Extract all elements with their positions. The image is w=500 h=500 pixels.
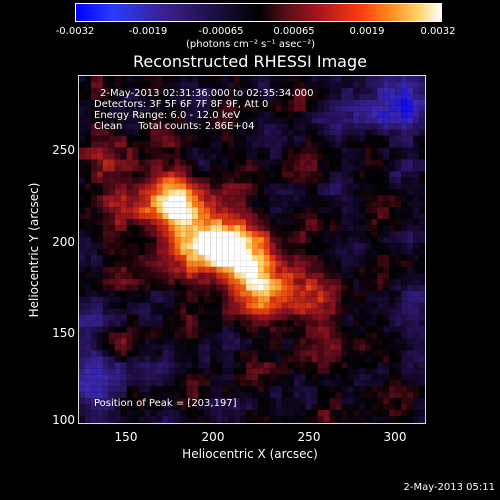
heatmap-panel: [78, 75, 426, 424]
plot-title: Reconstructed RHESSI Image: [133, 52, 367, 71]
clean-info: Clean Total counts: 2.86E+04: [94, 121, 255, 132]
y-tick: 200: [52, 235, 75, 249]
detectors-info: Detectors: 3F 5F 6F 7F 8F 9F, Att 0: [94, 99, 269, 110]
y-tick: 100: [52, 413, 75, 427]
y-tick: 250: [52, 143, 75, 157]
x-tick: 300: [383, 430, 407, 444]
colorbar-tick: -0.0032: [55, 26, 95, 37]
colorbar-tick: 0.0032: [420, 26, 456, 37]
colorbar: [75, 3, 442, 22]
y-axis-label: Heliocentric Y (arcsec): [27, 182, 41, 318]
time-range: 2-May-2013 02:31:36.000 to 02:35:34.000: [100, 88, 314, 99]
colorbar-tick: -0.0019: [128, 26, 168, 37]
x-tick: 150: [114, 430, 138, 444]
timestamp: 2-May-2013 05:11: [403, 482, 495, 493]
x-tick: 200: [201, 430, 225, 444]
colorbar-units: (photons cm⁻² s⁻¹ asec⁻²): [186, 39, 316, 50]
x-tick: 250: [297, 430, 321, 444]
colorbar-tick: 0.00065: [273, 26, 315, 37]
heatmap-image: [79, 76, 425, 423]
x-axis-label: Heliocentric X (arcsec): [182, 447, 318, 461]
peak-position: Position of Peak = [203,197]: [94, 398, 237, 409]
energy-range: Energy Range: 6.0 - 12.0 keV: [94, 110, 241, 121]
colorbar-tick: 0.0019: [349, 26, 385, 37]
y-tick: 150: [52, 326, 75, 340]
colorbar-tick: -0.00065: [198, 26, 244, 37]
